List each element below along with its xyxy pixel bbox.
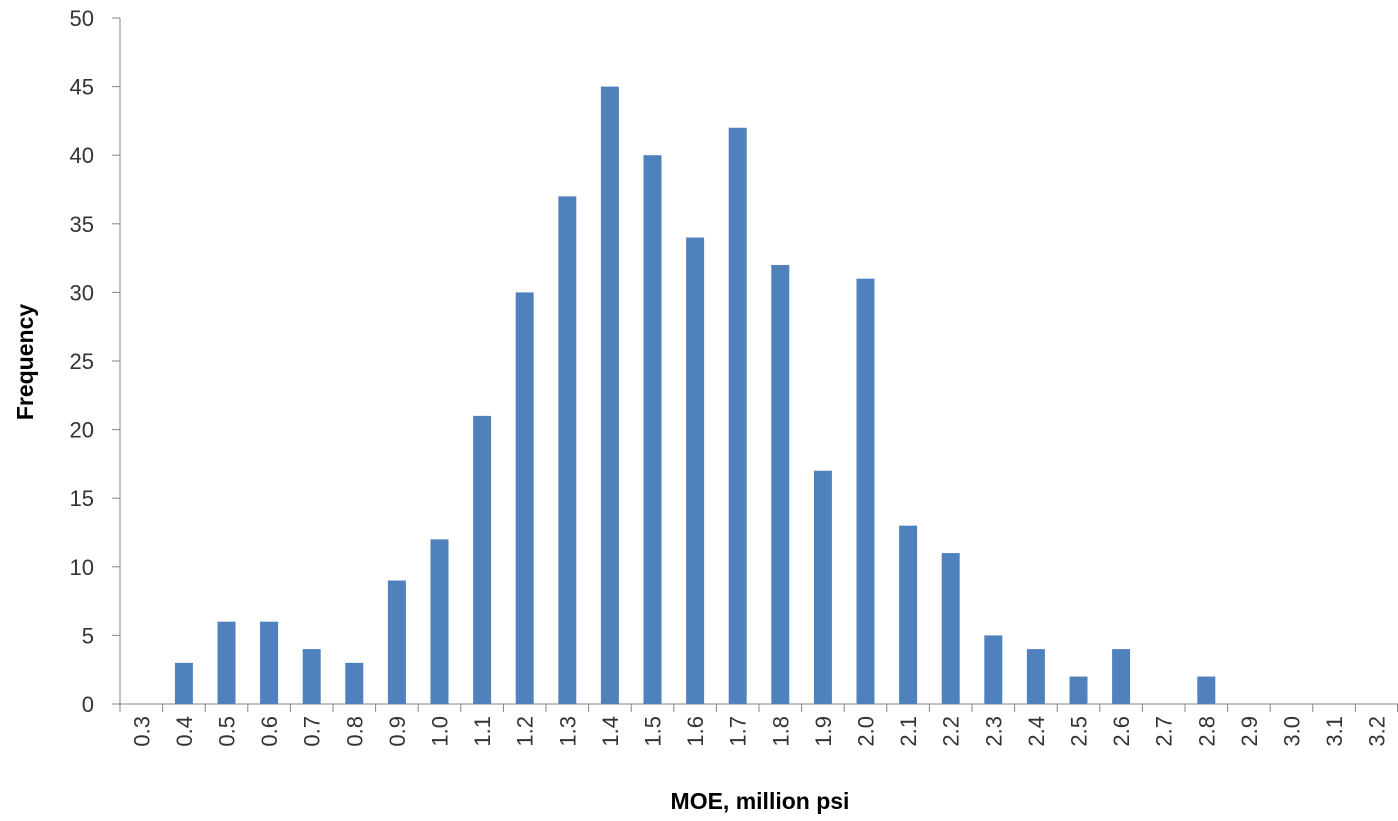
bar	[941, 553, 960, 704]
bar	[260, 621, 279, 704]
x-axis-title: MOE, million psi	[671, 788, 850, 814]
y-tick-label: 5	[82, 623, 94, 648]
y-tick-label: 45	[70, 75, 94, 100]
x-tick-label: 2.1	[896, 716, 921, 747]
bar	[600, 86, 619, 705]
x-tick-label: 2.6	[1109, 716, 1134, 747]
y-tick-label: 50	[70, 6, 94, 31]
y-tick-label: 35	[70, 212, 94, 237]
x-tick-label: 1.2	[513, 716, 538, 747]
x-tick-label: 2.5	[1067, 716, 1092, 747]
x-tick-label: 2.7	[1152, 716, 1177, 747]
y-tick-label: 40	[70, 143, 94, 168]
bar	[430, 539, 449, 704]
x-tick-label: 1.5	[641, 716, 666, 747]
bar	[387, 580, 406, 704]
y-tick-label: 15	[70, 486, 94, 511]
x-tick-label: 3.0	[1280, 716, 1305, 747]
y-tick-label: 20	[70, 418, 94, 443]
x-tick-label: 2.3	[981, 716, 1006, 747]
bar	[984, 635, 1003, 704]
bar	[1112, 649, 1131, 704]
x-tick-label: 2.4	[1024, 716, 1049, 747]
x-tick-label: 1.9	[811, 716, 836, 747]
bar	[174, 662, 193, 704]
y-tick-label: 10	[70, 555, 94, 580]
x-tick-label: 1.7	[726, 716, 751, 747]
x-tick-label: 1.0	[428, 716, 453, 747]
bar	[473, 415, 492, 704]
bar	[856, 278, 875, 704]
bar	[345, 662, 364, 704]
y-tick-label: 25	[70, 349, 94, 374]
x-tick-label: 0.6	[257, 716, 282, 747]
bar	[1069, 676, 1088, 704]
bar	[1197, 676, 1216, 704]
bar	[515, 292, 534, 704]
x-tick-label: 1.3	[555, 716, 580, 747]
x-tick-label: 0.3	[129, 716, 154, 747]
bar	[686, 237, 705, 704]
x-tick-label: 0.5	[215, 716, 240, 747]
x-tick-label: 3.1	[1322, 716, 1347, 747]
x-tick-label: 3.2	[1365, 716, 1390, 747]
x-tick-label: 2.9	[1237, 716, 1262, 747]
bar	[643, 155, 662, 704]
bar	[1026, 649, 1045, 704]
x-tick-label: 1.6	[683, 716, 708, 747]
x-tick-label: 2.8	[1194, 716, 1219, 747]
bar	[813, 470, 832, 704]
x-tick-label: 0.4	[172, 716, 197, 747]
bar	[899, 525, 918, 704]
x-tick-label: 0.8	[342, 716, 367, 747]
bar	[302, 649, 321, 704]
x-tick-label: 0.7	[300, 716, 325, 747]
x-tick-label: 1.4	[598, 716, 623, 747]
bar	[217, 621, 236, 704]
y-axis-title: Frequency	[12, 304, 38, 421]
x-tick-label: 2.0	[854, 716, 879, 747]
x-tick-label: 1.1	[470, 716, 495, 747]
bar	[771, 264, 790, 704]
x-tick-label: 1.8	[768, 716, 793, 747]
bar	[728, 127, 747, 704]
y-tick-label: 30	[70, 280, 94, 305]
y-tick-label: 0	[82, 692, 94, 717]
bar	[558, 196, 577, 705]
x-tick-label: 2.2	[939, 716, 964, 747]
x-tick-label: 0.9	[385, 716, 410, 747]
